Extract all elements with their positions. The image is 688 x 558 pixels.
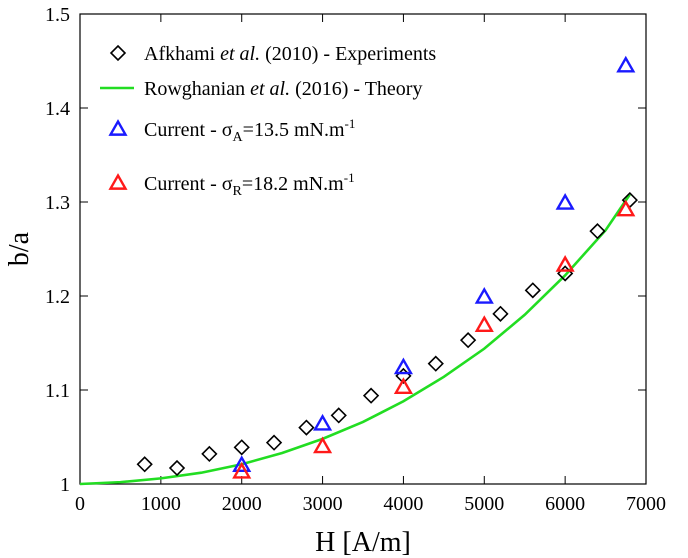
triangle-marker (474, 287, 494, 304)
series-3 (232, 199, 636, 479)
diamond-marker (265, 434, 283, 451)
diamond-marker (492, 305, 509, 322)
tick-marks (79, 13, 647, 485)
triangle-marker (616, 55, 636, 73)
x-tick-label: 3000 (303, 493, 343, 515)
legend-entry-2: Current - σA=13.5 mN.m-1 (144, 116, 355, 145)
triangle-marker (232, 461, 252, 479)
triangle-marker (108, 173, 128, 190)
diamond-marker (330, 407, 347, 424)
y-tick-label: 1.2 (45, 286, 70, 308)
legend-entry-1: Rowghanian et al. (2016) - Theory (144, 78, 422, 100)
x-tick-label: 2000 (222, 493, 262, 515)
diamond-marker (298, 419, 315, 436)
triangle-marker (393, 377, 413, 395)
legend: Afkhami et al. (2010) - Experiments Rowgh… (100, 43, 436, 199)
legend-entry-3: Current - σR=18.2 mN.m-1 (144, 170, 355, 199)
triangle-marker (555, 255, 575, 272)
y-tick-label: 1 (60, 474, 70, 496)
x-tick-label: 4000 (383, 493, 423, 515)
triangle-marker (393, 357, 413, 375)
y-tick-labels: 1 1.1 1.2 1.3 1.4 1.5 (45, 4, 70, 496)
x-axis-title: H [A/m] (315, 527, 411, 558)
series-2 (232, 55, 636, 473)
diamond-marker (168, 459, 186, 477)
x-tick-label: 7000 (626, 493, 666, 515)
diamond-marker (136, 456, 153, 473)
y-tick-label: 1.3 (45, 192, 70, 214)
diamond-marker (201, 445, 218, 463)
y-axis-title: b/a (4, 231, 35, 266)
legend-entry-0: Afkhami et al. (2010) - Experiments (144, 43, 436, 65)
diamond-marker (589, 223, 606, 240)
theory-line (79, 193, 631, 486)
triangle-marker (108, 119, 128, 136)
diamond-marker (362, 387, 380, 404)
plot-frame (79, 13, 647, 485)
triangle-marker (616, 199, 636, 217)
x-tick-label: 5000 (464, 493, 504, 515)
triangle-marker (474, 315, 494, 332)
diamond-marker (427, 355, 444, 372)
triangle-marker (555, 193, 575, 210)
x-tick-labels: 0 1000 2000 3000 4000 5000 6000 7000 (75, 493, 666, 515)
series-layer (79, 55, 638, 486)
y-tick-label: 1.4 (45, 98, 70, 120)
diamond-marker (524, 282, 541, 299)
x-tick-label: 0 (75, 493, 85, 515)
x-tick-label: 6000 (545, 493, 585, 515)
diamond-marker (233, 439, 250, 456)
x-tick-label: 1000 (141, 493, 181, 515)
triangle-marker (313, 436, 333, 454)
y-tick-label: 1.5 (45, 4, 70, 26)
diamond-marker (109, 44, 127, 62)
triangle-marker (232, 455, 252, 473)
series-0 (136, 191, 638, 477)
y-tick-label: 1.1 (45, 380, 70, 402)
diamond-marker (459, 332, 477, 349)
triangle-marker (313, 413, 333, 431)
